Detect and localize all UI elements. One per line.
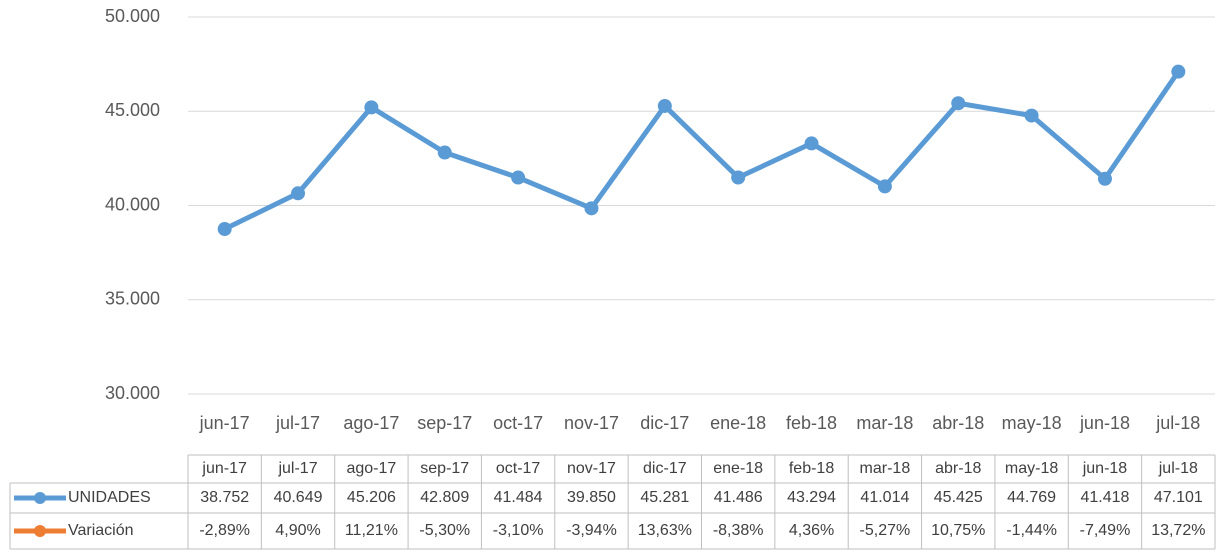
table-cell: 13,63% [638, 522, 692, 539]
point [1097, 171, 1112, 186]
table-cell: 44.769 [1007, 489, 1056, 506]
table-cell: 41.418 [1080, 489, 1129, 506]
point [951, 96, 966, 111]
table-cell: 13,72% [1151, 522, 1205, 539]
x-tick-label: dic-17 [640, 413, 689, 433]
table-header: ago-17 [346, 460, 396, 477]
point [877, 179, 892, 194]
x-tick-label: nov-17 [564, 413, 619, 433]
table-cell: 45.281 [640, 489, 689, 506]
table-header: jul-18 [1158, 460, 1198, 477]
table-header: dic-17 [643, 460, 687, 477]
table-cell: 42.809 [420, 489, 469, 506]
table-cell: -3,94% [566, 522, 617, 539]
point [1171, 64, 1186, 79]
table-cell: 47.101 [1154, 489, 1203, 506]
legend-label: Variación [68, 522, 134, 539]
point [657, 98, 672, 113]
table-header: ene-18 [713, 460, 763, 477]
point [437, 145, 452, 160]
table-cell: -1,44% [1006, 522, 1057, 539]
table-header: abr-18 [935, 460, 981, 477]
legend-label: UNIDADES [68, 489, 151, 506]
y-tick-label: 35.000 [105, 289, 160, 309]
point [511, 170, 526, 185]
table-header: jun-18 [1082, 460, 1128, 477]
table-cell: 38.752 [200, 489, 249, 506]
point [217, 222, 232, 237]
x-tick-label: abr-18 [932, 413, 984, 433]
x-tick-label: oct-17 [493, 413, 543, 433]
table-cell: 41.484 [494, 489, 543, 506]
table-cell: 10,75% [931, 522, 985, 539]
x-tick-label: jun-17 [199, 413, 250, 433]
table-header: jul-17 [277, 460, 317, 477]
point [804, 136, 819, 151]
table-cell: 41.014 [860, 489, 909, 506]
x-tick-label: may-18 [1002, 413, 1062, 433]
table-cell: 43.294 [787, 489, 836, 506]
x-tick-label: ago-17 [343, 413, 399, 433]
table-header: feb-18 [789, 460, 834, 477]
point [584, 201, 599, 216]
y-tick-label: 30.000 [105, 383, 160, 403]
table-cell: -3,10% [493, 522, 544, 539]
point [291, 186, 306, 201]
y-tick-label: 50.000 [105, 6, 160, 26]
table-header: mar-18 [860, 460, 911, 477]
table-cell: 4,90% [275, 522, 320, 539]
series-line [223, 70, 1181, 232]
table-cell: -7,49% [1080, 522, 1131, 539]
table-cell: 4,36% [789, 522, 834, 539]
x-tick-label: jul-17 [275, 413, 320, 433]
legend-marker [34, 525, 46, 537]
y-tick-label: 40.000 [105, 194, 160, 214]
point [1024, 108, 1039, 123]
legend-marker [34, 492, 46, 504]
table-cell: 41.486 [714, 489, 763, 506]
x-tick-label: jul-18 [1155, 413, 1200, 433]
x-tick-label: mar-18 [856, 413, 913, 433]
table-cell: 40.649 [274, 489, 323, 506]
table-cell: -2,89% [199, 522, 250, 539]
point [364, 100, 379, 115]
table-cell: 45.206 [347, 489, 396, 506]
y-tick-label: 45.000 [105, 100, 160, 120]
x-tick-label: feb-18 [786, 413, 837, 433]
x-tick-label: ene-18 [710, 413, 766, 433]
table-header: jun-17 [201, 460, 247, 477]
table-cell: 39.850 [567, 489, 616, 506]
table-header: nov-17 [567, 460, 616, 477]
table-header: sep-17 [420, 460, 469, 477]
table-cell: -5,27% [860, 522, 911, 539]
table-cell: -8,38% [713, 522, 764, 539]
table-cell: 45.425 [934, 489, 983, 506]
table-cell: -5,30% [419, 522, 470, 539]
point [731, 170, 746, 185]
x-tick-label: sep-17 [417, 413, 472, 433]
table-cell: 11,21% [345, 522, 398, 539]
table-header: oct-17 [496, 460, 541, 477]
x-tick-label: jun-18 [1079, 413, 1130, 433]
table-header: may-18 [1005, 460, 1058, 477]
